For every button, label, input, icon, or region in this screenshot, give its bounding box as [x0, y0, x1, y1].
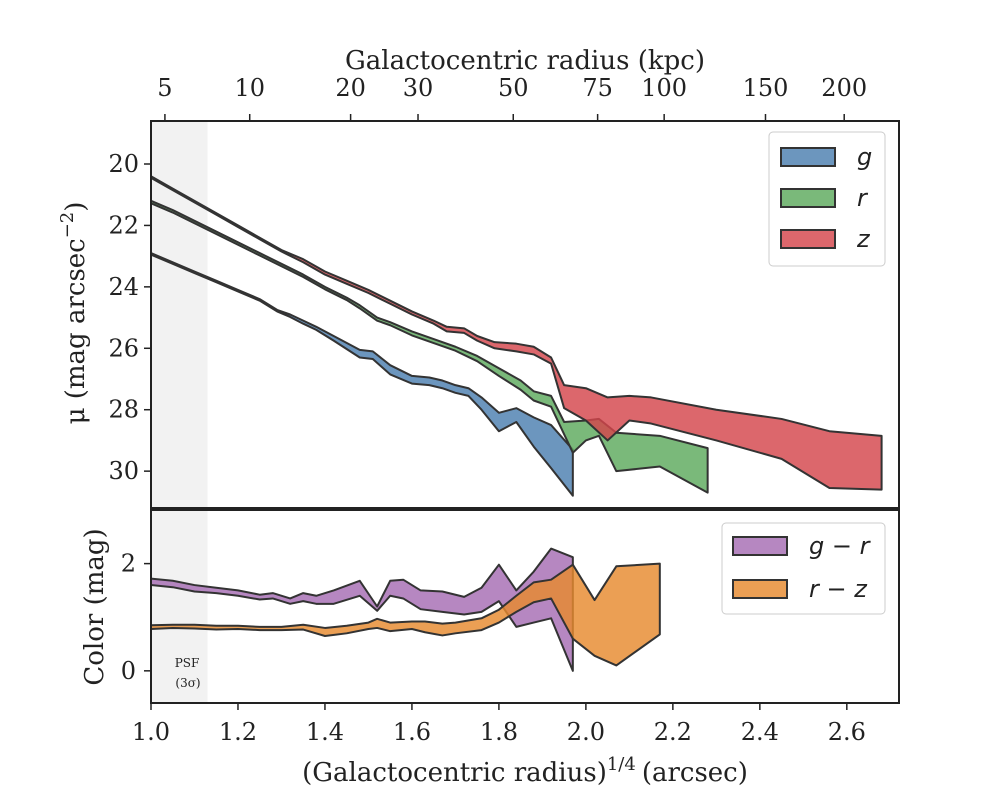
psf-label: PSF: [175, 656, 200, 670]
x-tick-label: 1.8: [480, 718, 518, 746]
psf-region-top: [151, 121, 208, 508]
top-axis-tick-label: 5: [157, 74, 172, 102]
bottom-y-tick-label: 2: [121, 550, 136, 578]
bottom-axis-label: (Galactocentric radius)1/4 (arcsec): [302, 754, 748, 788]
bottom-legend-label-g-r: g − r: [809, 532, 872, 560]
bottom-y-tick-label: 0: [121, 657, 136, 685]
top-axis-tick-label: 150: [743, 74, 789, 102]
top-panel-frame: [150, 120, 900, 509]
bottom-legend-swatch-r-z: [732, 579, 788, 599]
x-tick-label: 1.0: [132, 718, 170, 746]
top-legend-label-r: r: [857, 184, 869, 212]
sb-band-g: [151, 252, 574, 497]
color-band-r-z: [151, 562, 661, 667]
top-axis-tick-label: 200: [821, 74, 867, 102]
color-band-g-r: [151, 547, 574, 672]
sb-band-z: [151, 175, 883, 491]
x-tick-label: 2.6: [828, 718, 866, 746]
top-axis-tick-label: 20: [335, 74, 366, 102]
surface-brightness-panel: 20 22 24 26 28 30 5 10 20 30 50 75 100 150 200: [108, 74, 900, 509]
bottom-legend-label-r-z: r − z: [809, 575, 868, 603]
top-axis-tick-label: 30: [403, 74, 434, 102]
bottom-panel-frame: [150, 509, 900, 704]
top-y-axis-label: μ (mag arcsec−2): [57, 202, 91, 425]
top-axis-tick-label: 50: [498, 74, 529, 102]
top-y-tick-label: 22: [108, 211, 139, 239]
bottom-legend: g − r r − z: [721, 522, 886, 615]
top-y-tick-label: 20: [108, 150, 139, 178]
top-y-tick-label: 28: [108, 396, 139, 424]
x-tick-label: 2.0: [567, 718, 605, 746]
x-tick-label: 1.2: [219, 718, 257, 746]
bottom-legend-swatch-g-r: [732, 536, 788, 556]
psf-sigma-label: (3σ): [175, 676, 200, 690]
top-legend-swatch-r: [780, 188, 836, 208]
x-tick-label: 1.6: [393, 718, 431, 746]
bottom-y-axis-label: Color (mag): [80, 528, 110, 685]
top-legend-swatch-g: [780, 147, 836, 167]
x-tick-label: 2.2: [654, 718, 692, 746]
top-y-tick-label: 30: [108, 457, 139, 485]
x-tick-label: 2.4: [741, 718, 779, 746]
top-y-tick-label: 24: [108, 273, 139, 301]
sb-band-r: [151, 199, 709, 494]
top-axis-tick-label: 10: [234, 74, 265, 102]
top-axis-label: Galactocentric radius (kpc): [345, 46, 705, 76]
x-tick-label: 1.4: [306, 718, 344, 746]
color-panel: 0 2 1.0 1.2 1.4 1.6 1.8 2.0 2.2 2.4 2.6: [121, 509, 900, 746]
top-legend-swatch-z: [780, 229, 836, 249]
top-legend: grz: [768, 131, 886, 267]
top-legend-label-z: z: [856, 225, 871, 253]
top-axis-tick-label: 100: [641, 74, 687, 102]
top-y-tick-label: 26: [108, 334, 139, 362]
psf-region-bottom: [151, 510, 208, 703]
top-legend-label-g: g: [857, 143, 872, 171]
top-axis-tick-label: 75: [582, 74, 613, 102]
